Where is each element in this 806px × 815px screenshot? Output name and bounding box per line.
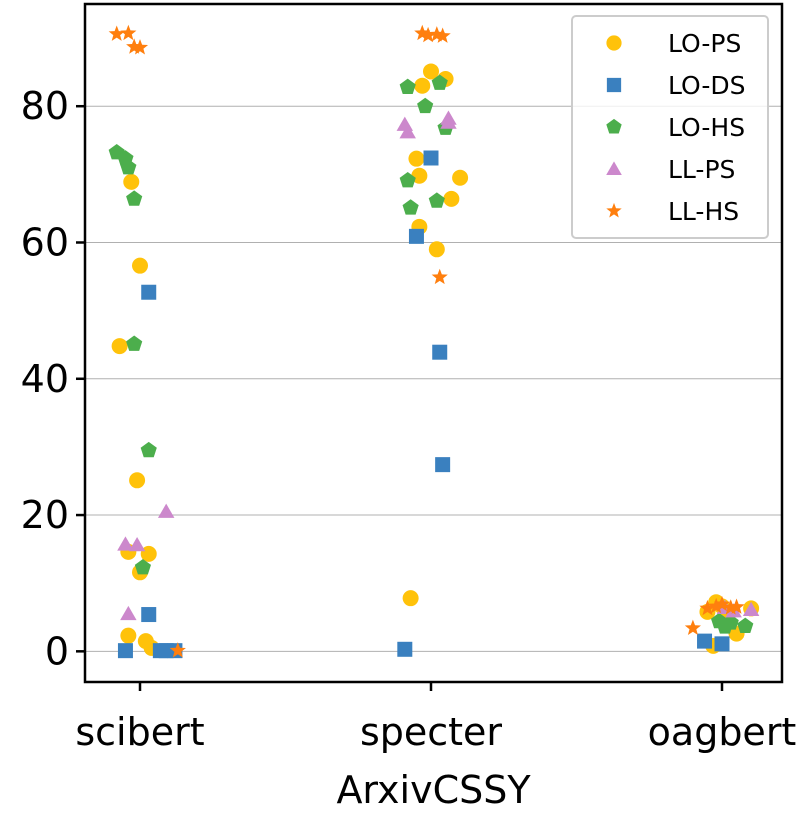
data-point-lo-hs	[402, 199, 419, 215]
data-point-lo-ps	[423, 63, 439, 80]
legend-marker-ll-hs	[606, 202, 622, 218]
data-point-ll-hs	[713, 595, 731, 612]
data-point-lo-ps	[408, 150, 425, 167]
data-point-lo-hs	[399, 78, 416, 95]
x-axis-title: ArxivCSSY	[336, 768, 531, 812]
series-ll-hs	[108, 24, 745, 658]
data-point-ll-hs	[131, 39, 149, 55]
data-point-ll-hs	[434, 27, 451, 43]
grid-lines	[85, 105, 782, 652]
data-point-lo-ds	[714, 636, 730, 652]
data-point-lo-hs	[140, 441, 157, 458]
data-point-lo-ps	[120, 627, 137, 644]
data-point-ll-hs	[708, 597, 725, 614]
x-axis-ticks: scibert specter oagbert	[75, 682, 796, 754]
legend-marker-ll-ps	[606, 161, 622, 175]
legend-label-lo-ps: LO-PS	[668, 29, 741, 58]
legend-label-lo-ds: LO-DS	[668, 71, 746, 100]
legend-box	[571, 15, 769, 239]
y-axis-ticks: 0 20 40 60 80	[21, 84, 85, 673]
data-point-lo-ds	[408, 228, 424, 244]
series-lo-ds	[117, 150, 730, 659]
legend-label-ll-ps: LL-PS	[668, 155, 735, 184]
y-tick-label: 40	[21, 357, 69, 401]
data-point-lo-ds	[141, 284, 157, 300]
data-point-lo-hs	[722, 614, 739, 630]
series-lo-hs	[108, 74, 754, 634]
data-point-ll-ps	[399, 124, 416, 139]
data-point-lo-hs	[126, 335, 143, 351]
legend-marker-lo-ds	[606, 77, 622, 93]
x-tick-label-specter: specter	[360, 710, 502, 754]
data-point-ll-ps	[742, 601, 760, 617]
data-point-ll-hs	[120, 24, 137, 41]
data-point-ll-ps	[157, 503, 175, 518]
x-tick-label-scibert: scibert	[75, 710, 204, 754]
data-point-lo-hs	[417, 97, 434, 114]
data-point-lo-hs	[126, 190, 143, 206]
legend-marker-lo-ps	[606, 35, 622, 51]
data-point-lo-ps	[129, 472, 146, 489]
legend-label-lo-hs: LO-HS	[668, 113, 745, 142]
data-point-lo-ps	[443, 190, 460, 207]
data-point-lo-ds	[432, 344, 448, 360]
data-point-lo-hs	[431, 74, 448, 90]
data-point-lo-ps	[428, 241, 445, 258]
y-tick-label: 60	[21, 220, 69, 264]
data-point-lo-ds	[423, 150, 439, 166]
data-point-lo-ds	[117, 643, 133, 659]
data-point-ll-hs	[684, 619, 701, 636]
data-point-lo-hs	[120, 159, 137, 175]
data-point-lo-ps	[402, 590, 419, 607]
data-point-lo-ps	[123, 173, 140, 190]
data-point-ll-ps	[396, 116, 414, 131]
data-point-lo-ps	[140, 545, 157, 562]
data-point-lo-ps	[132, 257, 148, 274]
legend-label-ll-hs: LL-HS	[668, 197, 739, 226]
data-points	[108, 24, 760, 659]
data-point-ll-hs	[420, 26, 437, 43]
data-point-lo-ds	[697, 633, 713, 649]
data-point-lo-ps	[414, 77, 431, 94]
data-point-lo-ps	[452, 169, 469, 186]
data-point-lo-ps	[111, 338, 128, 355]
data-point-lo-ps	[411, 167, 428, 184]
x-tick-label-oagbert: oagbert	[648, 710, 797, 754]
data-point-ll-hs	[699, 599, 716, 616]
data-point-ll-ps	[440, 110, 457, 125]
data-point-lo-hs	[428, 192, 445, 208]
data-point-lo-ds	[397, 641, 413, 657]
legend-marker-lo-hs	[606, 118, 622, 134]
data-point-ll-hs	[169, 642, 186, 658]
data-point-ll-ps	[117, 536, 134, 551]
data-point-ll-hs	[431, 268, 448, 285]
data-point-lo-hs	[134, 559, 151, 575]
data-point-lo-hs	[399, 171, 416, 188]
data-point-lo-hs	[737, 617, 754, 633]
plot-frame	[83, 2, 784, 684]
data-point-ll-hs	[414, 24, 431, 41]
legend: LO-PS LO-DS LO-HS LL-PS LL-HS	[571, 15, 769, 239]
data-point-ll-hs	[722, 599, 739, 615]
y-tick-label: 0	[45, 629, 69, 673]
data-point-ll-ps	[128, 537, 146, 552]
y-tick-label: 20	[21, 493, 69, 537]
data-point-lo-ds	[141, 607, 157, 623]
y-tick-label: 80	[21, 84, 69, 128]
data-point-ll-ps	[120, 605, 137, 621]
data-point-ll-hs	[108, 25, 125, 41]
data-point-ll-hs	[728, 598, 745, 614]
data-point-lo-ds	[435, 457, 451, 473]
